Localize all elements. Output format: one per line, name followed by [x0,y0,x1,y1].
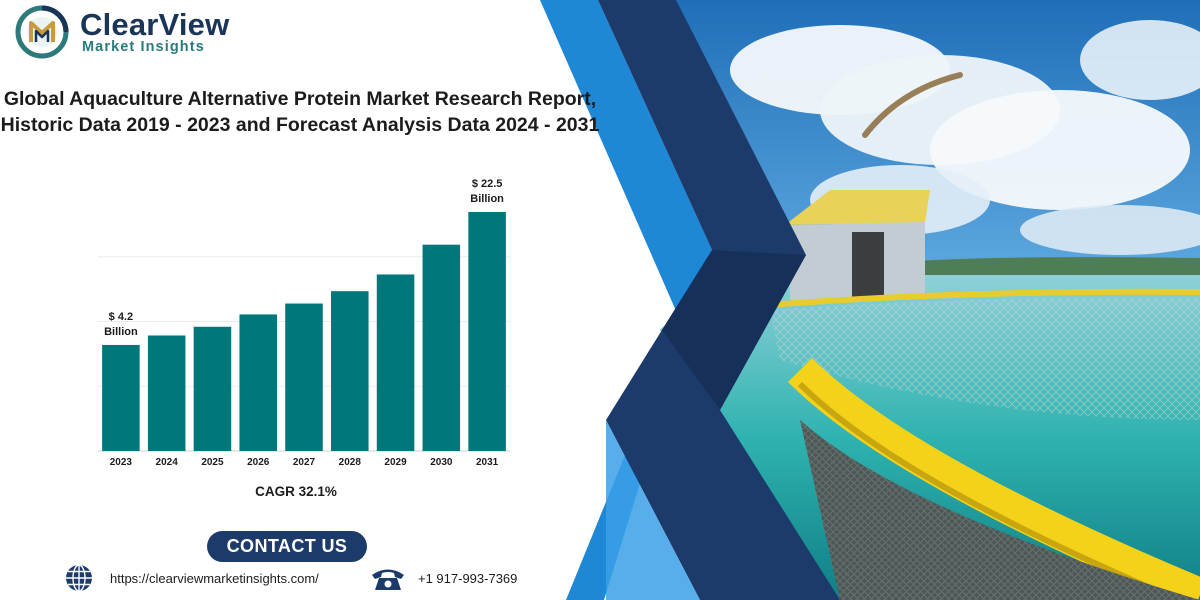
data-label-2023-unit: Billion [104,326,138,338]
x-tick-label-2025: 2025 [201,457,224,468]
bar-2023 [102,344,140,451]
bar-2025 [193,326,232,451]
x-tick-label-2024: 2024 [156,457,179,468]
clearview-logo[interactable]: ClearView Market Insights [14,4,254,60]
x-tick-label-2023: 2023 [110,457,133,468]
report-title: Global Aquaculture Alternative Protein M… [0,86,600,138]
report-title-line-1: Global Aquaculture Alternative Protein M… [3,88,597,110]
bar-2028 [331,291,369,451]
x-tick-label-2029: 2029 [384,457,407,468]
bar-2030 [422,244,461,451]
data-label-2031-value: $ 22.5 [472,178,503,190]
bar-2029 [376,274,415,451]
brand-name: ClearView [80,7,230,42]
bar-2024 [147,335,186,451]
clearview-logo-icon [15,5,69,59]
bar-2027 [285,303,323,451]
report-title-line-2: Historic Data 2019 - 2023 and Forecast A… [0,114,600,136]
brand-tagline: Market Insights [82,39,205,55]
data-label-2023-value: $ 4.2 [109,311,133,323]
x-tick-label-2030: 2030 [430,457,453,468]
data-label-2031-unit: Billion [470,193,504,205]
x-tick-label-2031: 2031 [476,457,499,468]
bar-chart-svg: 2023 2024 2025 2026 2027 2028 2029 2030 2031 $ 4.… [98,178,510,468]
website-link[interactable]: https://clearviewmarketinsights.com/ [110,571,319,586]
contact-us-button[interactable]: CONTACT US [207,531,367,562]
telephone-icon [372,569,404,590]
cagr-label: CAGR 32.1% [255,484,337,499]
x-tick-label-2026: 2026 [247,457,270,468]
market-size-chart: 2023 2024 2025 2026 2027 2028 2029 2030 2031 $ 4.… [90,170,530,480]
x-tick-label-2027: 2027 [293,457,316,468]
x-tick-label-2028: 2028 [339,457,362,468]
bar-2026 [239,314,277,451]
globe-icon [66,564,92,592]
phone-number[interactable]: +1 917-993-7369 [418,571,518,586]
bar-2031 [468,212,506,451]
